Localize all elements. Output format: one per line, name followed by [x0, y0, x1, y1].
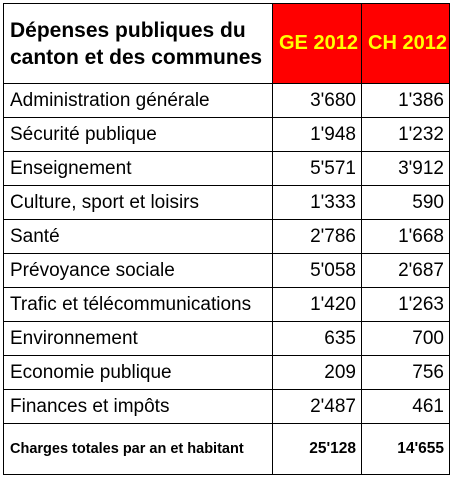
row-label: Culture, sport et loisirs	[3, 185, 273, 220]
table-row: Sécurité publique 1'948 1'232	[3, 117, 450, 152]
table-row: Prévoyance sociale 5'058 2'687	[3, 253, 450, 288]
row-label: Enseignement	[3, 151, 273, 186]
ge-value: 2'487	[272, 389, 362, 424]
ge-value: 1'333	[272, 185, 362, 220]
ge-value: 1'420	[272, 287, 362, 322]
table-row: Economie publique 209 756	[3, 355, 450, 390]
ge-value: 5'058	[272, 253, 362, 288]
ch-value: 1'386	[361, 83, 450, 118]
ge-value: 5'571	[272, 151, 362, 186]
ch-value: 700	[361, 321, 450, 356]
row-label: Environnement	[3, 321, 273, 356]
column-header-ge-cell: GE 2012	[272, 3, 362, 84]
ch-value: 461	[361, 389, 450, 424]
ge-value: 209	[272, 355, 362, 390]
ch-value: 590	[361, 185, 450, 220]
total-label: Charges totales par an et habitant	[3, 423, 273, 475]
ge-value: 1'948	[272, 117, 362, 152]
table-title-line-2: canton et des communes	[10, 45, 263, 69]
table-row: Administration générale 3'680 1'386	[3, 83, 450, 118]
column-header-ch: CH 2012	[368, 32, 447, 54]
ch-value: 1'263	[361, 287, 450, 322]
ch-value: 1'232	[361, 117, 450, 152]
total-row: Charges totales par an et habitant 25'12…	[3, 423, 450, 475]
total-ge-value: 25'128	[272, 423, 362, 475]
row-label: Finances et impôts	[3, 389, 273, 424]
column-header-ch-cell: CH 2012	[361, 3, 450, 84]
ch-value: 2'687	[361, 253, 450, 288]
total-ch-value: 14'655	[361, 423, 450, 475]
table-row: Enseignement 5'571 3'912	[3, 151, 450, 186]
table-row: Environnement 635 700	[3, 321, 450, 356]
table-row: Culture, sport et loisirs 1'333 590	[3, 185, 450, 220]
column-header-ge: GE 2012	[279, 32, 358, 54]
row-label: Trafic et télécommunications	[3, 287, 273, 322]
row-label: Sécurité publique	[3, 117, 273, 152]
ge-value: 635	[272, 321, 362, 356]
ch-value: 3'912	[361, 151, 450, 186]
row-label: Santé	[3, 219, 273, 254]
row-label: Administration générale	[3, 83, 273, 118]
table-title-line-1: Dépenses publiques du	[10, 18, 246, 42]
ge-value: 2'786	[272, 219, 362, 254]
header-row: Dépenses publiques du canton et des comm…	[3, 3, 450, 84]
ge-value: 3'680	[272, 83, 362, 118]
table-row: Santé 2'786 1'668	[3, 219, 450, 254]
row-label: Prévoyance sociale	[3, 253, 273, 288]
table-row: Trafic et télécommunications 1'420 1'263	[3, 287, 450, 322]
expenditure-table: Dépenses publiques du canton et des comm…	[3, 3, 450, 475]
table-row: Finances et impôts 2'487 461	[3, 389, 450, 424]
ch-value: 1'668	[361, 219, 450, 254]
ch-value: 756	[361, 355, 450, 390]
table-title: Dépenses publiques du canton et des comm…	[3, 3, 273, 84]
row-label: Economie publique	[3, 355, 273, 390]
